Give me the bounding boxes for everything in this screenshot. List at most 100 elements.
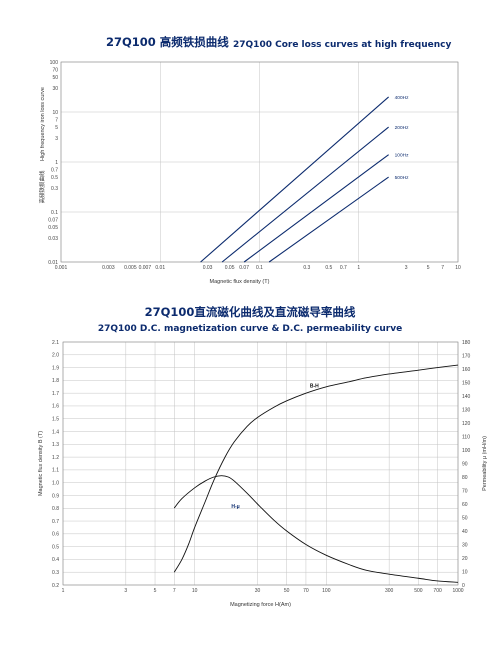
chart2-y-right-tick-label: 70	[462, 488, 468, 494]
chart2-plot-frame	[62, 341, 459, 586]
chart2-y-left-axis-label: Magnetic flux density B (T)	[38, 431, 44, 496]
chart2-y-right-tick-label: 10	[462, 569, 468, 575]
chart2-y-right-tick-label: 110	[462, 434, 470, 440]
chart1-x-tick-label: 0.7	[340, 265, 347, 271]
chart2-x-tick-label: 700	[433, 588, 442, 594]
chart2-y-left-tick-label: 0.3	[52, 570, 59, 576]
chart2-x-tick-label: 5	[154, 588, 157, 594]
chart2-y-left-tick-label: 1.0	[52, 480, 59, 486]
chart2-y-left-tick-label: 1.9	[52, 365, 59, 371]
chart1-x-tick-label: 5	[427, 265, 430, 271]
chart1-y-tick-label: 7	[55, 118, 58, 124]
chart2-y-right-tick-label: 60	[462, 502, 468, 508]
chart2-y-right-tick-label: 40	[462, 529, 468, 535]
chart1-y-tick-label: 50	[52, 75, 58, 81]
chart2-x-tick-label: 50	[284, 588, 290, 594]
chart2-series-label: B-H	[310, 383, 319, 389]
chart2-y-left-tick-label: 0.2	[52, 583, 59, 589]
chart1-x-tick-label: 0.007	[139, 265, 152, 271]
chart1-y-tick-label: 5	[55, 125, 58, 131]
chart1-series-label: 100Hz	[395, 153, 409, 159]
chart2-y-left-tick-label: 2.0	[52, 353, 59, 359]
chart2-series-line-1	[173, 475, 459, 583]
chart2-y-right-axis-label: Permeability μ (mH/m)	[482, 436, 488, 491]
chart1-y-tick-label: 0.01	[48, 260, 58, 266]
chart2-y-left-tick-label: 1.2	[52, 455, 59, 461]
chart1-x-tick-label: 0.5	[325, 265, 332, 271]
chart2-x-axis-label: Magnetizing force H(Am)	[230, 602, 291, 608]
chart1-y-tick-label: 0.1	[51, 210, 58, 216]
chart1-title-cn: 27Q100 高频铁损曲线	[106, 35, 229, 49]
chart1-y-tick-label: 0.07	[48, 218, 58, 224]
chart2-y-left-tick-label: 0.6	[52, 532, 59, 538]
chart1-y-axis-label-cn: 高频铁损曲线	[38, 170, 46, 204]
chart2-y-right-tick-label: 150	[462, 380, 471, 386]
chart1-y-tick-label: 0.7	[51, 168, 58, 174]
chart2-y-left-tick-label: 0.8	[52, 506, 59, 512]
chart1-x-tick-label: 0.1	[256, 265, 263, 271]
chart2-dc-magnetization: 0.2 0.3 0.4 0.5 0.6 0.7 0.8 0.9 1.0 1.1 1.2 1.3 1.4 1…	[38, 340, 488, 608]
chart1-y-tick-label: 1	[55, 160, 58, 166]
chart2-y-right-tick-label: 80	[462, 475, 468, 481]
chart1-x-tick-label: 0.01	[155, 265, 165, 271]
chart2-x-tick-label: 500	[414, 588, 423, 594]
chart1-core-loss: 0.001 0.003 0.005 0.007 0.01 0.03 0.05 0.07 0.1 0…	[38, 60, 461, 285]
chart2-y-right-tick-label: 180	[462, 340, 471, 346]
chart2-y-left-tick-label: 1.4	[52, 429, 59, 435]
chart1-plot-frame	[60, 61, 459, 263]
chart1-y-tick-label: 70	[52, 68, 58, 74]
chart1-x-tick-label: 0.05	[225, 265, 235, 271]
chart1-y-tick-label: 0.05	[48, 225, 58, 231]
chart1-series-label: 200Hz	[395, 125, 409, 131]
chart1-x-tick-label: 0.07	[239, 265, 249, 271]
chart2-x-tick-label: 30	[255, 588, 261, 594]
chart1-y-tick-label: 30	[52, 86, 58, 92]
chart1-x-tick-label: 7	[441, 265, 444, 271]
chart2-y-left-tick-label: 0.7	[52, 519, 59, 525]
chart2-series-label: H-μ	[231, 504, 239, 510]
chart2-y-right-tick-label: 120	[462, 421, 471, 427]
chart1-title-en: 27Q100 Core loss curves at high frequenc…	[233, 40, 451, 50]
chart2-y-left-tick-label: 1.5	[52, 417, 59, 423]
chart2-y-right-tick-label: 160	[462, 367, 471, 373]
chart1-y-tick-label: 0.5	[51, 175, 58, 181]
chart1-y-tick-label: 3	[55, 136, 58, 142]
chart2-series-line-0	[173, 364, 459, 573]
chart1-x-tick-label: 10	[455, 265, 461, 271]
chart1-y-tick-label: 100	[50, 60, 59, 66]
chart1-y-axis-label-en: High frequency iron loss curve	[40, 87, 46, 161]
chart2-x-tick-label: 7	[173, 588, 176, 594]
chart1-x-tick-label: 0.003	[102, 265, 115, 271]
chart2-x-tick-label: 3	[124, 588, 127, 594]
chart1-x-axis-label: Magnetic flux density (T)	[210, 279, 270, 285]
chart2-title-en: 27Q100 D.C. magnetization curve & D.C. p…	[98, 324, 402, 334]
chart2-y-left-tick-label: 0.4	[52, 557, 59, 563]
chart2-x-tick-label: 100	[322, 588, 331, 594]
chart2-y-right-tick-label: 140	[462, 394, 471, 400]
chart2-y-left-tick-label: 0.9	[52, 493, 59, 499]
chart1-x-tick-label: 0.005	[124, 265, 137, 271]
chart2-y-left-tick-label: 1.8	[52, 378, 59, 384]
chart1-series-label: 400Hz	[395, 95, 409, 101]
chart2-y-right-tick-label: 90	[462, 461, 468, 467]
chart1-x-tick-label: 0.001	[55, 265, 68, 271]
chart1-y-tick-label: 10	[52, 110, 58, 116]
chart1-series-line-2	[243, 154, 389, 263]
chart2-y-right-tick-label: 0	[462, 583, 465, 589]
chart1-series-line-1	[221, 126, 389, 263]
chart1-y-tick-label: 0.3	[51, 186, 58, 192]
chart1-series-line-3	[268, 176, 389, 263]
chart1-x-tick-label: 0.03	[203, 265, 213, 271]
chart2-title-cn: 27Q100直流磁化曲线及直流磁导率曲线	[145, 305, 356, 319]
chart2-y-right-tick-label: 30	[462, 542, 468, 548]
chart2-y-right-tick-label: 100	[462, 448, 471, 454]
chart2-x-tick-label: 10	[192, 588, 198, 594]
chart2-x-tick-label: 1	[62, 588, 65, 594]
chart2-x-tick-label: 1000	[452, 588, 463, 594]
chart2-y-right-tick-label: 50	[462, 515, 468, 521]
chart1-x-tick-label: 1	[357, 265, 360, 271]
chart2-y-left-tick-label: 1.3	[52, 442, 59, 448]
chart2-y-left-tick-label: 1.6	[52, 404, 59, 410]
chart2-y-left-tick-label: 1.1	[52, 468, 59, 474]
chart2-y-right-tick-label: 130	[462, 407, 471, 413]
